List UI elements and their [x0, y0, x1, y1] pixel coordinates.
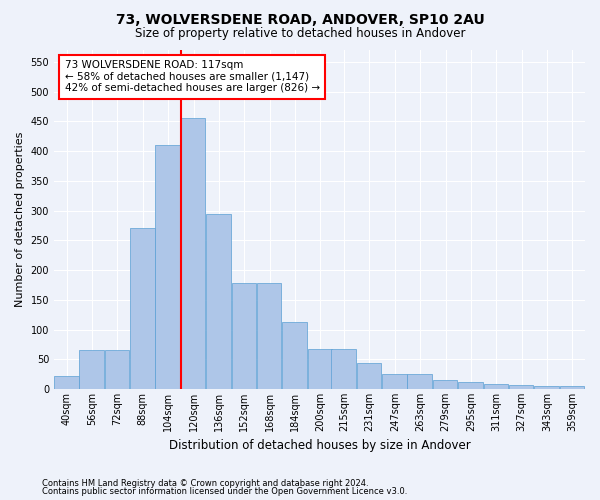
- Y-axis label: Number of detached properties: Number of detached properties: [15, 132, 25, 307]
- Bar: [79, 350, 104, 389]
- Bar: [308, 349, 332, 389]
- Bar: [534, 386, 559, 389]
- Bar: [105, 350, 130, 389]
- Bar: [407, 374, 432, 389]
- Bar: [357, 364, 382, 389]
- Bar: [282, 322, 307, 389]
- Bar: [382, 374, 407, 389]
- Bar: [54, 376, 79, 389]
- Text: Contains public sector information licensed under the Open Government Licence v3: Contains public sector information licen…: [42, 487, 407, 496]
- Text: 73 WOLVERSDENE ROAD: 117sqm
← 58% of detached houses are smaller (1,147)
42% of : 73 WOLVERSDENE ROAD: 117sqm ← 58% of det…: [65, 60, 320, 94]
- Bar: [458, 382, 483, 389]
- Bar: [181, 118, 205, 389]
- Text: 73, WOLVERSDENE ROAD, ANDOVER, SP10 2AU: 73, WOLVERSDENE ROAD, ANDOVER, SP10 2AU: [116, 12, 484, 26]
- Text: Contains HM Land Registry data © Crown copyright and database right 2024.: Contains HM Land Registry data © Crown c…: [42, 478, 368, 488]
- Bar: [484, 384, 508, 389]
- X-axis label: Distribution of detached houses by size in Andover: Distribution of detached houses by size …: [169, 440, 470, 452]
- Bar: [433, 380, 457, 389]
- Bar: [155, 145, 180, 389]
- Bar: [257, 283, 281, 389]
- Bar: [509, 386, 533, 389]
- Bar: [331, 349, 356, 389]
- Bar: [560, 386, 584, 389]
- Bar: [206, 214, 231, 389]
- Bar: [130, 228, 155, 389]
- Bar: [232, 283, 256, 389]
- Text: Size of property relative to detached houses in Andover: Size of property relative to detached ho…: [135, 28, 465, 40]
